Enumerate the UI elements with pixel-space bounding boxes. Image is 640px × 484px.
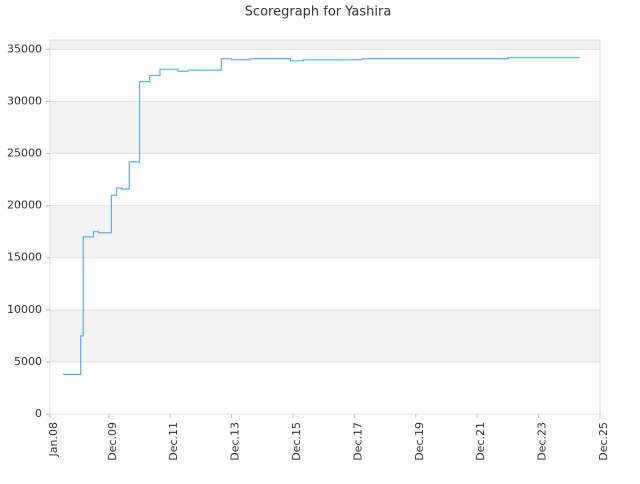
x-tick-label: Dec.17	[351, 422, 364, 461]
x-tick-label: Dec.15	[290, 422, 303, 461]
y-tick-label: 10000	[7, 303, 42, 316]
x-tick-label: Dec.25	[597, 422, 610, 461]
line	[62, 57, 580, 376]
y-tick-label: 0	[35, 407, 42, 420]
y-tick-label: 25000	[7, 147, 42, 160]
y-tick-label: 35000	[7, 42, 42, 55]
band	[50, 101, 600, 154]
x-tick-label: Dec.09	[106, 422, 119, 461]
y-tick-label: 20000	[7, 199, 42, 212]
x-tick-label: Dec.19	[413, 422, 426, 461]
y-tick-label: 15000	[7, 251, 42, 264]
y-tick-label: 30000	[7, 94, 42, 107]
x-tick-label: Dec.13	[229, 422, 242, 461]
band	[50, 40, 600, 50]
band	[50, 205, 600, 258]
x-tick-label: Dec.23	[536, 422, 549, 461]
chart-title: Scoregraph for Yashira	[245, 5, 392, 20]
x-tick-label: Jan.08	[47, 422, 60, 457]
x-tick-label: Dec.11	[167, 422, 180, 461]
y-tick-label: 5000	[14, 355, 42, 368]
x-tick-label: Dec.21	[474, 422, 487, 461]
band	[50, 309, 600, 362]
